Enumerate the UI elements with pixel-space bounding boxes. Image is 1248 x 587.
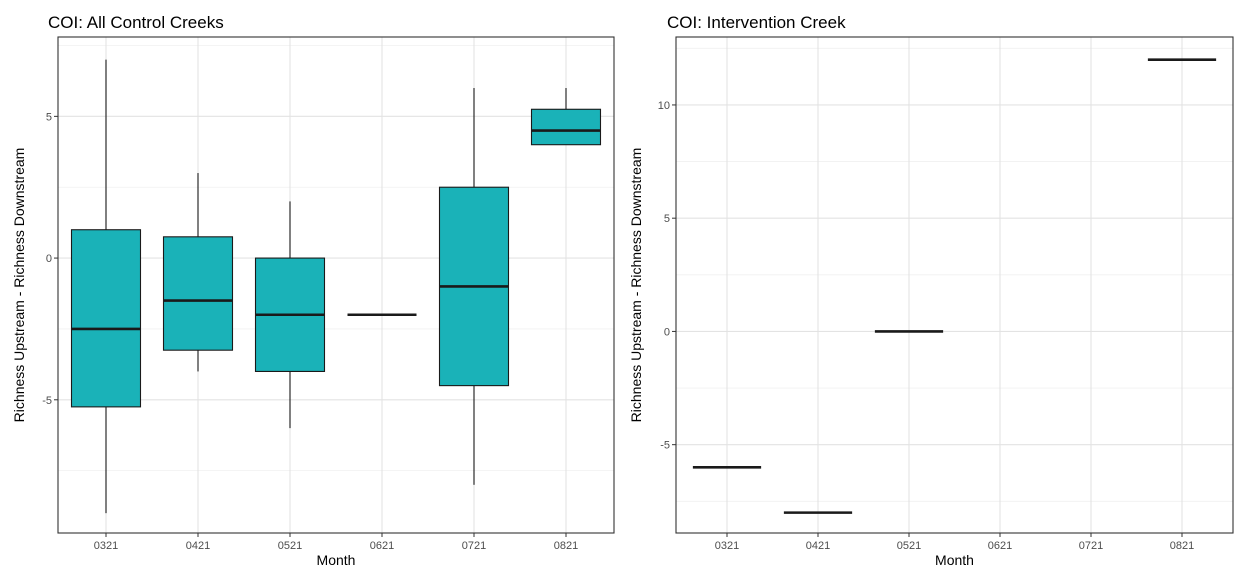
x-tick-label: 0721 — [462, 540, 486, 552]
x-tick-label: 0421 — [186, 540, 210, 552]
x-tick-label: 0621 — [370, 540, 394, 552]
box-0321 — [70, 59, 142, 514]
box-0521 — [254, 201, 326, 429]
plot-border — [675, 36, 1234, 534]
y-axis-title: Richness Upstream - Richness Downstream — [628, 148, 644, 423]
box-body — [162, 236, 234, 351]
x-axis-title: Month — [317, 552, 356, 568]
box-0421 — [162, 173, 234, 372]
panel-1: -5 0 5 0321 0421 0521 0621 0721 0821 Month Richnes… — [11, 13, 615, 568]
x-axis-title: Month — [935, 552, 974, 568]
y-axis-title: Richness Upstream - Richness Downstream — [11, 148, 27, 423]
x-tick-label: 0821 — [554, 540, 578, 552]
box-body — [530, 108, 602, 146]
chart-title: COI: Intervention Creek — [667, 13, 846, 32]
box-body — [70, 229, 142, 408]
y-tick-label: 10 — [658, 100, 670, 112]
y-tick-label: -5 — [42, 395, 52, 407]
x-tick-label: 0421 — [806, 540, 830, 552]
plot-border — [57, 36, 615, 534]
y-tick-label: 0 — [664, 326, 670, 338]
x-tick-label: 0321 — [715, 540, 739, 552]
x-tick-label: 0621 — [988, 540, 1012, 552]
plot-background — [676, 37, 1233, 533]
plot-background — [58, 37, 614, 533]
y-tick-label: -5 — [660, 440, 670, 452]
x-tick-label: 0521 — [897, 540, 921, 552]
box-0721 — [438, 88, 510, 485]
x-tick-label: 0821 — [1170, 540, 1194, 552]
x-tick-label: 0721 — [1079, 540, 1103, 552]
y-tick-label: 0 — [46, 253, 52, 265]
y-tick-label: 5 — [46, 111, 52, 123]
box-0821 — [530, 88, 602, 146]
x-tick-label: 0321 — [94, 540, 118, 552]
x-tick-label: 0521 — [278, 540, 302, 552]
y-tick-label: 5 — [664, 213, 670, 225]
panel-2: -5 0 5 10 0321 0421 0521 0621 0721 0821 Month Richn… — [628, 13, 1234, 568]
chart-title: COI: All Control Creeks — [48, 13, 224, 32]
